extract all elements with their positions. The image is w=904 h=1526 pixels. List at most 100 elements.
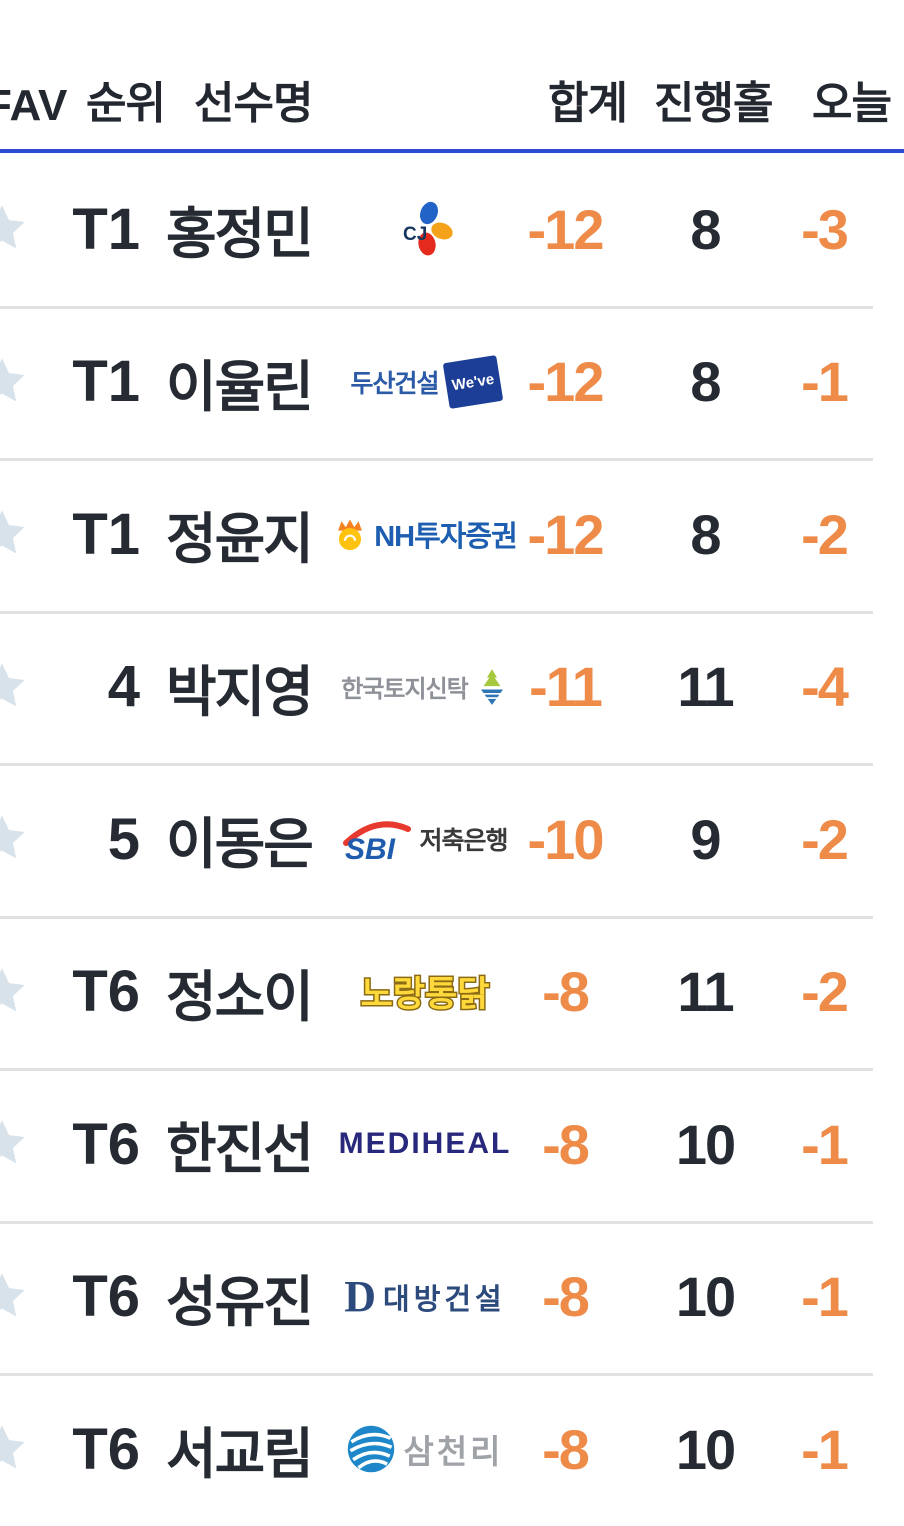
total-score: -12 (527, 197, 605, 261)
holes-played: 10 (675, 1265, 736, 1329)
holes-played: 9 (690, 807, 721, 871)
today-score: -2 (801, 502, 849, 566)
sponsor-logo-koreit: 한국토지신탁 (330, 667, 520, 707)
sponsor-logo-mediheal: MEDIHEAL (330, 1127, 520, 1161)
daebang-logo-icon: D (344, 1271, 377, 1321)
player-name: 이동은 (166, 813, 314, 876)
svg-text:노랑통닭: 노랑통닭 (361, 975, 490, 1014)
player-row[interactable]: T1 홍정민 CJ -12 8 -3 (0, 153, 904, 306)
favorite-cell (0, 763, 55, 916)
total-score: -12 (527, 350, 605, 414)
holes-played: 8 (690, 350, 721, 414)
player-row[interactable]: T1 정윤지 NH투자증권 -12 8 -2 (0, 458, 904, 611)
player-rank: T6 (72, 1416, 140, 1482)
player-name: 이율린 (166, 355, 314, 418)
favorite-star-icon[interactable] (0, 201, 30, 257)
sbi-logo-icon: SBI (343, 821, 412, 865)
player-row[interactable]: 4 박지영 한국토지신탁 -11 11 -4 (0, 610, 904, 764)
total-score: -12 (527, 502, 605, 566)
player-name: 성유진 (166, 1270, 314, 1333)
holes-played: 8 (690, 197, 721, 261)
favorite-cell (0, 1373, 55, 1526)
player-rank: 5 (107, 806, 140, 872)
favorite-cell (0, 916, 55, 1069)
player-name: 박지영 (166, 660, 314, 723)
holes-played: 11 (677, 960, 734, 1024)
player-row[interactable]: T1 이율린 두산건설 We've -12 8 -1 (0, 305, 904, 459)
favorite-star-icon[interactable] (0, 354, 30, 410)
player-rank: T6 (72, 959, 140, 1025)
today-score: -1 (801, 1265, 849, 1329)
sponsor-logo-samchully: 삼천리 (330, 1424, 520, 1474)
total-score: -11 (529, 655, 603, 719)
total-score: -8 (542, 960, 590, 1024)
favorite-cell (0, 153, 55, 306)
player-name: 한진선 (166, 1118, 314, 1181)
today-score: -4 (801, 655, 849, 719)
holes-played: 10 (675, 1112, 736, 1176)
favorite-star-icon[interactable] (0, 1116, 30, 1172)
favorite-cell (0, 611, 55, 764)
favorite-star-icon[interactable] (0, 811, 30, 867)
favorite-cell (0, 1221, 55, 1374)
player-rank: T6 (72, 1111, 140, 1177)
holes-played: 8 (690, 502, 721, 566)
koreit-logo-icon (480, 668, 503, 705)
player-rank: T6 (72, 1264, 140, 1330)
daebang-logo-text: 대방건설 (383, 1283, 506, 1316)
cj-logo-icon: CJ (403, 202, 453, 256)
total-score: -10 (527, 807, 605, 871)
leaderboard-rows: T1 홍정민 CJ -12 8 -3 T1 이율린 두산건설 We've -12… (0, 153, 904, 1526)
header-holes: 진행홀 (654, 79, 773, 128)
samchully-logo-icon (348, 1426, 395, 1473)
sponsor-logo-nh: NH투자증권 (330, 513, 520, 555)
player-rank: 4 (107, 654, 140, 720)
header-rank: 순위 (86, 79, 166, 128)
total-score: -8 (542, 1112, 590, 1176)
player-row[interactable]: T6 성유진 D 대방건설 -8 10 -1 (0, 1220, 904, 1374)
player-name: 정윤지 (166, 508, 314, 571)
player-rank: T1 (72, 501, 140, 567)
sbi-logo-text: 저축은행 (419, 827, 508, 856)
favorite-star-icon[interactable] (0, 1421, 30, 1477)
svg-text:SBI: SBI (345, 833, 396, 865)
sponsor-logo-sbi: SBI 저축은행 (330, 813, 520, 865)
player-row[interactable]: 5 이동은 SBI 저축은행 -10 9 -2 (0, 763, 904, 916)
favorite-star-icon[interactable] (0, 1269, 30, 1325)
player-row[interactable]: T6 정소이 노랑통닭 -8 11 -2 (0, 915, 904, 1069)
holes-played: 11 (677, 655, 734, 719)
nh-logo-icon (338, 519, 363, 551)
favorite-cell (0, 458, 55, 611)
mediheal-logo-text: MEDIHEAL (338, 1127, 512, 1161)
today-score: -1 (801, 350, 849, 414)
sponsor-logo-norang: 노랑통닭 (330, 966, 520, 1018)
total-score: -8 (542, 1417, 590, 1481)
header-today: 오늘 (812, 79, 892, 128)
player-rank: T1 (72, 196, 140, 262)
samchully-logo-text: 삼천리 (403, 1433, 504, 1471)
leaderboard-header: FAV 순위 선수명 합계 진행홀 오늘 (0, 0, 904, 153)
favorite-star-icon[interactable] (0, 964, 30, 1020)
player-row[interactable]: T6 서교림 삼천리 -8 10 -1 (0, 1373, 904, 1526)
today-score: -2 (801, 960, 849, 1024)
header-name: 선수명 (194, 79, 313, 128)
favorite-star-icon[interactable] (0, 659, 30, 715)
koreit-logo-text: 한국토지신탁 (341, 676, 468, 704)
doosan-logo-text: 두산건설 (350, 369, 439, 398)
header-fav: FAV (0, 81, 68, 130)
header-total: 합계 (548, 79, 628, 128)
nh-logo-text: NH투자증권 (374, 521, 518, 554)
player-rank: T1 (72, 349, 140, 415)
player-name: 정소이 (166, 965, 314, 1028)
favorite-star-icon[interactable] (0, 506, 30, 562)
weve-logo-box: We've (442, 354, 503, 409)
favorite-cell (0, 306, 55, 459)
today-score: -2 (801, 807, 849, 871)
norang-logo-icon: 노랑통닭 (359, 973, 491, 1015)
sponsor-logo-doosan: 두산건설 We've (330, 354, 520, 409)
today-score: -1 (801, 1417, 849, 1481)
sponsor-logo-cj: CJ (330, 199, 520, 259)
player-name: 홍정민 (166, 203, 314, 266)
player-row[interactable]: T6 한진선 MEDIHEAL -8 10 -1 (0, 1068, 904, 1221)
